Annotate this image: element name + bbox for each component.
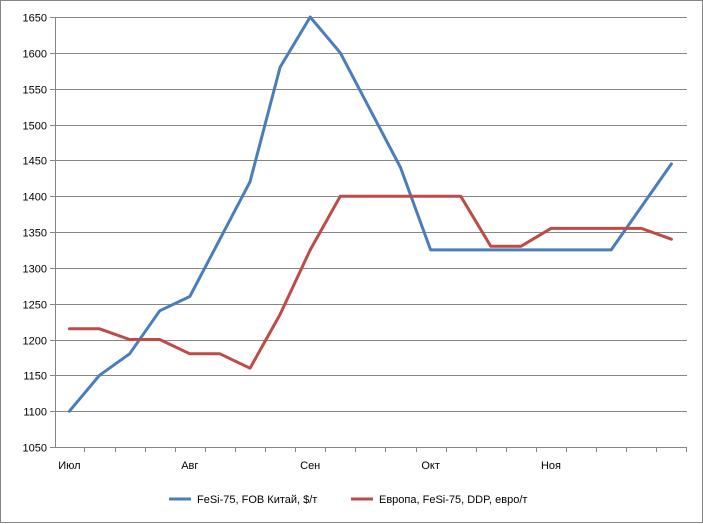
y-tick-label: 1400 — [23, 192, 47, 204]
series-lines — [69, 17, 671, 411]
y-tick-label: 1250 — [23, 300, 47, 312]
series-line-0 — [69, 17, 671, 411]
y-tick-label: 1550 — [23, 85, 47, 97]
legend-label: FeSi-75, FOB Китай, $/т — [197, 494, 317, 506]
x-tick-label: Сен — [300, 460, 320, 472]
y-tick-label: 1300 — [23, 264, 47, 276]
y-tick-label: 1600 — [23, 49, 47, 61]
x-tick-label: Авг — [181, 460, 198, 472]
gridlines — [55, 18, 687, 448]
x-tick-label: Ноя — [541, 460, 561, 472]
y-tick-label: 1200 — [23, 336, 47, 348]
y-tick-label: 1650 — [23, 13, 47, 25]
legend: FeSi-75, FOB Китай, $/т Европа, FeSi-75, … — [169, 494, 527, 506]
y-tick-label: 1350 — [23, 228, 47, 240]
y-tick-label: 1450 — [23, 156, 47, 168]
y-tick-label: 1150 — [23, 371, 47, 383]
legend-label: Европа, FeSi-75, DDP, евро/т — [379, 494, 527, 506]
series-line-1 — [69, 196, 671, 368]
y-tick-label: 1100 — [23, 407, 47, 419]
x-tick-label: Июл — [58, 460, 80, 472]
y-tick-label: 1050 — [23, 443, 47, 455]
x-tick-label: Окт — [421, 460, 440, 472]
y-tick-label: 1500 — [23, 121, 47, 133]
